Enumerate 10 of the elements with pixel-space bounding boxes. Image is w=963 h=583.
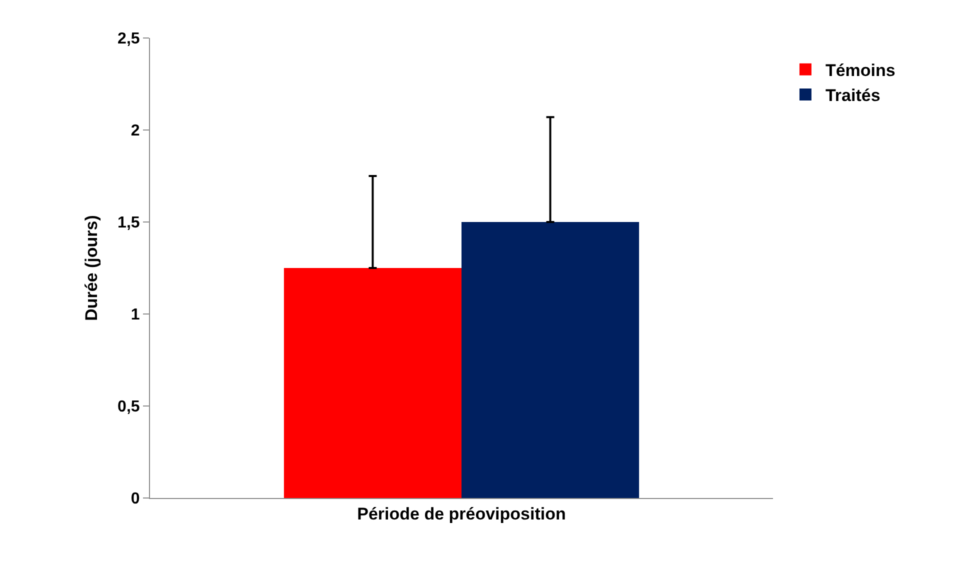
y-tick-label: 2,5 — [118, 30, 140, 48]
y-tick-label: 2 — [130, 122, 140, 140]
y-tick-label: 1 — [130, 306, 140, 324]
y-tick-label: 0,5 — [118, 398, 140, 416]
y-tick-label: 1,5 — [118, 214, 140, 232]
y-axis-title: Durée (jours) — [82, 215, 102, 321]
x-tick-label: Période de préoviposition — [357, 504, 566, 524]
legend-label: Témoins — [825, 60, 896, 80]
legend-label: Traités — [825, 86, 880, 106]
y-tick-label: 0 — [130, 490, 140, 508]
